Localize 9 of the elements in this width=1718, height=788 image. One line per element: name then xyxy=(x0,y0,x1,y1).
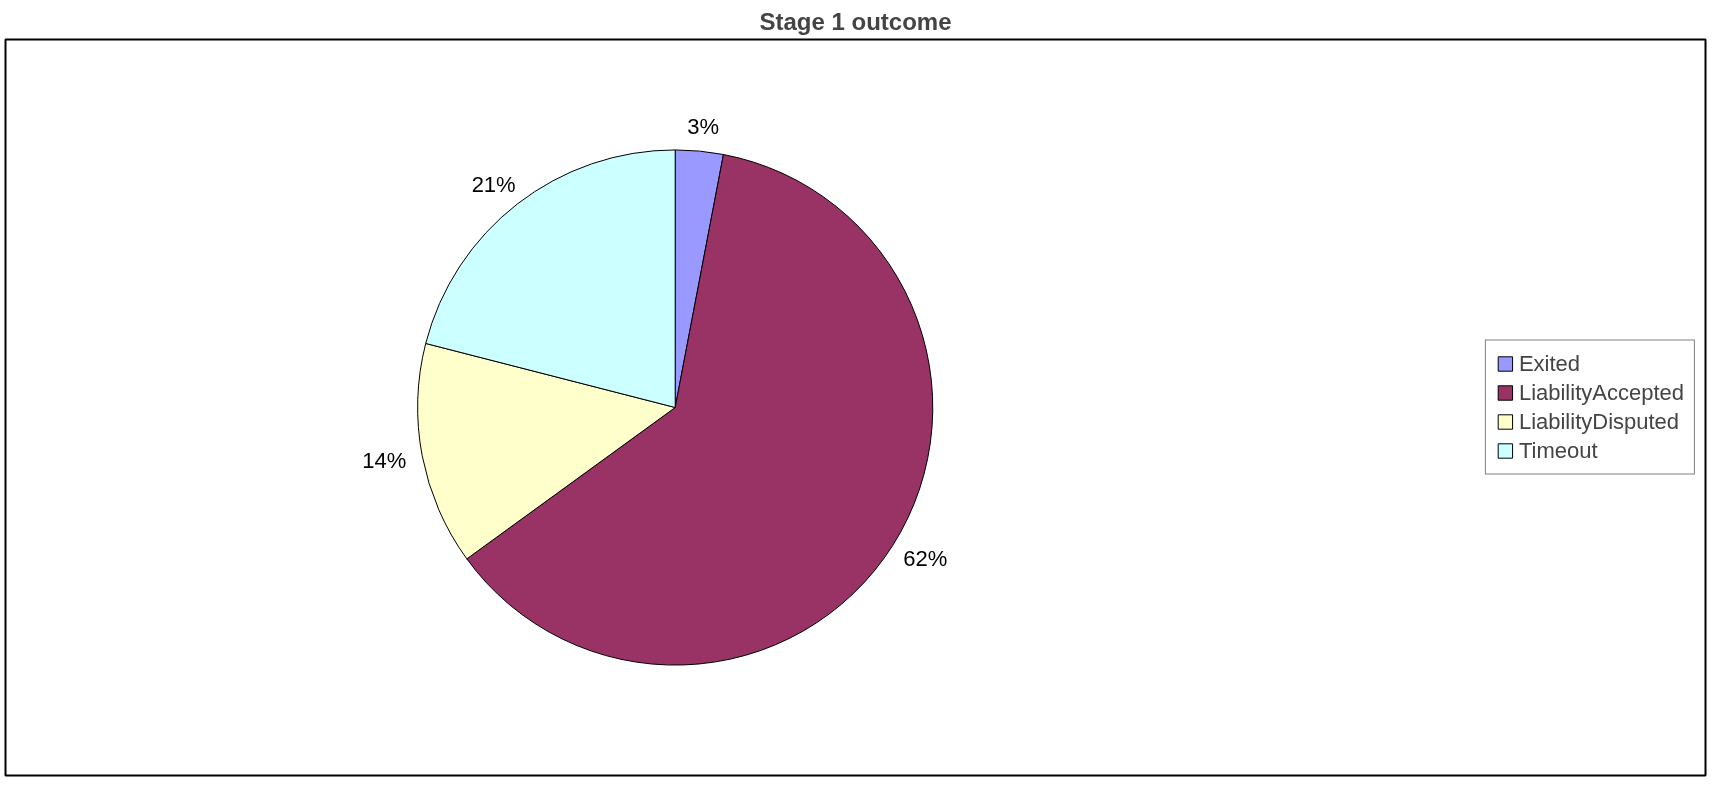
chart-title: Stage 1 outcome xyxy=(759,7,952,35)
data-label: 3% xyxy=(687,114,719,140)
legend-label: Exited xyxy=(1518,350,1581,377)
data-label: 62% xyxy=(903,546,948,572)
legend-label: LiabilityAccepted xyxy=(1518,379,1684,406)
legend-label: LiabilityDisputed xyxy=(1518,408,1680,435)
data-label: 14% xyxy=(362,447,407,473)
legend-label: Timeout xyxy=(1518,437,1598,464)
data-label: 21% xyxy=(471,172,516,198)
